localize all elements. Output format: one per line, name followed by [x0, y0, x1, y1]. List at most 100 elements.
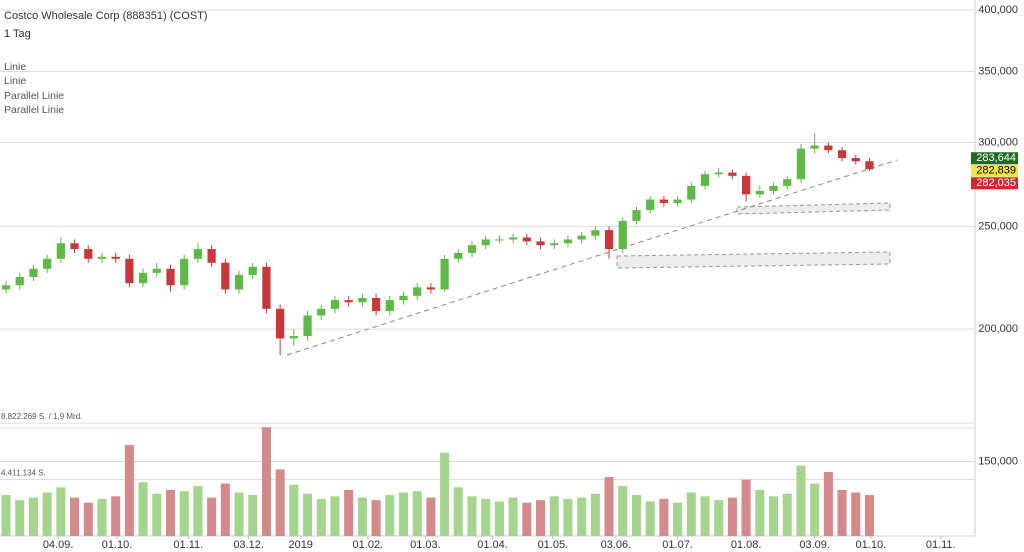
candle-body: [276, 308, 285, 339]
candle-body: [413, 287, 422, 296]
volume-bar: [42, 492, 52, 536]
volume-bar: [823, 472, 833, 536]
candle-body: [56, 243, 65, 259]
candle-body: [111, 256, 120, 259]
volume-bar: [741, 479, 751, 536]
candle-body: [303, 315, 312, 337]
volume-bar: [755, 489, 765, 536]
candle-body: [591, 230, 600, 236]
candle-body: [550, 243, 559, 246]
x-tick-label: 01.10.: [102, 539, 133, 551]
candle-body: [125, 258, 134, 284]
candle-body: [659, 199, 668, 204]
parallel-channel: [736, 202, 891, 215]
candle-body: [166, 268, 175, 286]
candle-body: [700, 174, 710, 186]
volume-bar: [659, 498, 669, 536]
price-marker: [971, 164, 1018, 177]
volume-bar: [179, 491, 189, 536]
candle-body: [673, 199, 682, 204]
volume-bar: [440, 452, 450, 536]
candle-body: [152, 268, 161, 273]
volume-bar: [15, 500, 25, 536]
grid: [0, 9, 975, 539]
volume-bar: [467, 496, 477, 536]
candle-body: [481, 239, 490, 246]
price-marker-label: 282,839: [976, 165, 1016, 177]
volume-bar: [412, 491, 422, 536]
candle-body: [618, 220, 627, 250]
volume-bar: [782, 493, 792, 536]
price-marker: [971, 177, 1018, 190]
volume-bar: [837, 489, 847, 536]
candle-body: [495, 239, 504, 241]
volume-bar: [426, 497, 436, 536]
chart-title: Costco Wholesale Corp (888351) (COST): [4, 10, 208, 22]
y-tick-label: 350,000: [978, 65, 1018, 77]
x-tick-label: 01.08.: [731, 539, 762, 551]
candle-body: [317, 308, 326, 316]
volume-bar: [70, 497, 80, 536]
volume-bar: [124, 445, 134, 536]
volume-bar: [522, 502, 532, 536]
x-tick-label: 01.07.: [662, 539, 693, 551]
candle-body: [70, 243, 79, 250]
volume-bar: [700, 496, 710, 536]
candle-body: [289, 336, 298, 339]
x-tick-label: 01.05.: [538, 539, 569, 551]
candle-body: [646, 199, 655, 211]
drawing-label: Parallel Linie: [4, 104, 64, 116]
volume-bar: [536, 500, 546, 536]
drawings: [286, 159, 898, 356]
candle-body: [714, 172, 723, 175]
volume-bar: [193, 486, 203, 536]
volume-bar: [604, 477, 614, 536]
candle-body: [577, 235, 586, 240]
volume-bar: [563, 498, 573, 536]
volume-bar: [316, 498, 326, 536]
candle-body: [755, 190, 764, 195]
volume-bar: [631, 495, 642, 536]
volume-bar: [261, 427, 271, 536]
candle-body: [138, 272, 148, 284]
volume-bar: [453, 487, 463, 536]
volume-bar: [83, 502, 93, 536]
candle-body: [604, 230, 614, 250]
plot: [1, 133, 874, 536]
volume-bar: [28, 497, 38, 536]
x-tick-label: 04.09.: [43, 539, 74, 551]
trend-line: [286, 159, 898, 356]
candle-body: [563, 239, 573, 244]
volume-bar: [645, 501, 655, 536]
candle-body: [742, 175, 751, 195]
volume-bar: [371, 500, 381, 536]
volume-bar: [138, 482, 148, 536]
volume-bar: [357, 497, 367, 536]
volume-bar: [673, 502, 683, 536]
x-tick-label: 01.10.: [856, 539, 887, 551]
candle-body: [193, 249, 203, 259]
candle-body: [180, 258, 189, 286]
y-tick-label: 300,000: [978, 136, 1018, 148]
drawing-label: Linie: [4, 61, 26, 73]
drawing-label: Parallel Linie: [4, 90, 64, 102]
volume-tick-label: 8.822.269 S. / 1,9 Mrd.: [1, 412, 82, 421]
volume-bar: [769, 496, 779, 536]
candle-body: [207, 249, 216, 263]
x-tick-label: 03.09.: [799, 539, 830, 551]
volume-bar: [275, 469, 285, 536]
volume-bar: [810, 483, 820, 536]
volume-bar: [398, 492, 409, 536]
candle-body: [632, 210, 641, 221]
volume-bar: [248, 495, 258, 536]
candle-body: [851, 158, 860, 162]
volume-bar: [152, 493, 162, 536]
y-tick-label: 250,000: [978, 220, 1018, 232]
volume-bar: [796, 465, 806, 536]
x-tick-label: 01.11.: [926, 539, 956, 551]
candle-body: [344, 300, 353, 303]
parallel-channel: [616, 251, 891, 269]
candle-body: [440, 258, 449, 290]
chart-subtitle: 1 Tag: [4, 28, 31, 40]
